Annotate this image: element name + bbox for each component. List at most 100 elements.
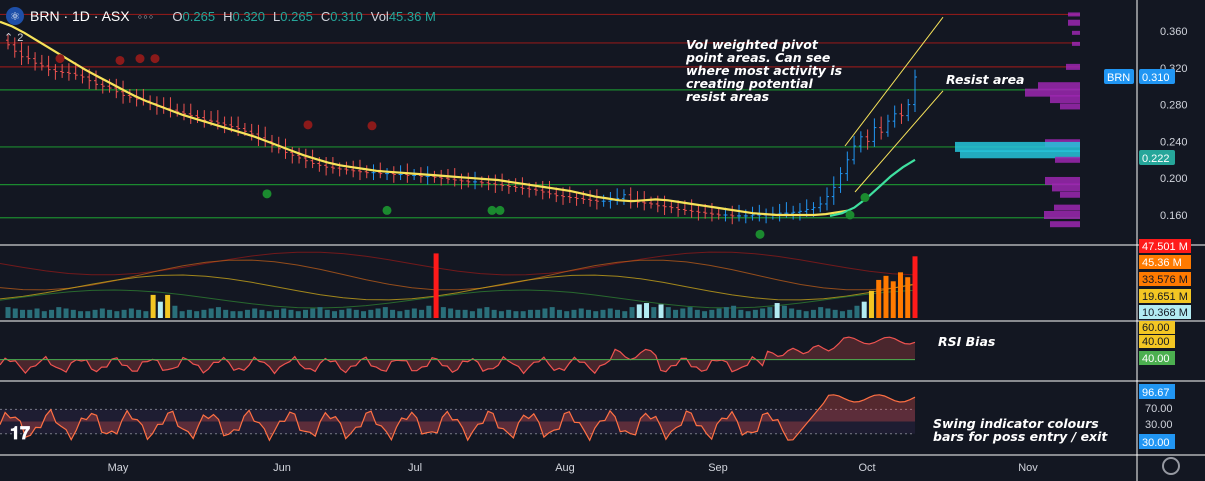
swing-dot bbox=[487, 205, 497, 215]
settings-icon[interactable] bbox=[1162, 457, 1180, 475]
rsi-fill bbox=[0, 337, 915, 374]
volume-profile-bar bbox=[1050, 221, 1080, 228]
volume-axis-label: 47.501 M bbox=[1142, 241, 1188, 253]
price-tick-label: 0.160 bbox=[1160, 210, 1188, 222]
volume-profile-bar bbox=[955, 141, 1080, 152]
swing-note-line: bars for poss entry / exit bbox=[933, 429, 1108, 444]
volume-bar bbox=[114, 311, 120, 318]
volume-bar bbox=[121, 309, 127, 318]
symbol-tag: BRN bbox=[1107, 72, 1130, 84]
volume-bar bbox=[230, 311, 236, 318]
volume-bar bbox=[861, 301, 867, 318]
volume-bar bbox=[361, 311, 367, 318]
volume-bar bbox=[571, 309, 577, 318]
swing-line bbox=[0, 394, 916, 442]
volume-bar bbox=[186, 309, 192, 318]
time-axis-label: Oct bbox=[858, 462, 875, 474]
volume-bar bbox=[107, 309, 113, 318]
volume-bar bbox=[607, 308, 613, 318]
pivot-note-line: Vol weighted pivot bbox=[686, 37, 818, 52]
volume-bar bbox=[774, 303, 780, 318]
volume-bar bbox=[527, 309, 533, 318]
volume-bar bbox=[78, 311, 84, 318]
volume-bar bbox=[687, 307, 693, 318]
volume-bar bbox=[629, 307, 635, 318]
more-options-icon[interactable]: ◦◦◦ bbox=[137, 8, 155, 24]
tradingview-logo[interactable]: 𝟏𝟕 bbox=[10, 423, 31, 443]
volume-bar bbox=[615, 309, 621, 318]
volume-bar bbox=[781, 305, 787, 318]
pivot-note-line: where most activity is bbox=[686, 63, 843, 78]
swing-dot bbox=[495, 205, 505, 215]
volume-bar bbox=[237, 311, 243, 318]
volume-bar bbox=[520, 311, 526, 318]
close-value: 0.310 bbox=[330, 8, 363, 24]
volume-bar bbox=[810, 309, 816, 318]
rsi-tag-bg bbox=[1139, 321, 1175, 334]
chart-header: ⚛ BRN · 1D · ASX ◦◦◦ O 0.265 H 0.320 L 0.26… bbox=[0, 0, 436, 32]
volume-bar bbox=[498, 311, 504, 318]
volume-profile-bar bbox=[1060, 103, 1080, 110]
volume-bar bbox=[201, 309, 207, 318]
volume-bar bbox=[564, 311, 570, 318]
rsi-note: RSI Bias bbox=[938, 334, 996, 349]
swing-axis-label: 30.00 bbox=[1142, 437, 1170, 449]
pivot-note-line: resist areas bbox=[686, 89, 770, 104]
volume-bar bbox=[832, 309, 838, 318]
volume-bar bbox=[585, 309, 591, 318]
volume-profile-bar bbox=[1072, 41, 1080, 46]
volume-bar bbox=[41, 311, 47, 318]
swing-dot bbox=[135, 54, 145, 64]
volume-bar bbox=[244, 309, 250, 318]
volume-bar bbox=[20, 309, 26, 318]
volume-profile-bar bbox=[1055, 156, 1080, 163]
volume-bar bbox=[179, 311, 185, 318]
volume-axis-tag-bg bbox=[1139, 255, 1191, 269]
volume-bar bbox=[252, 308, 258, 318]
volume-bar bbox=[890, 281, 896, 318]
ma-value-tag: 0.222 bbox=[1142, 153, 1170, 165]
volume-bar bbox=[752, 309, 758, 318]
volume-bar bbox=[34, 308, 40, 318]
volume-axis-label: 10.368 M bbox=[1142, 307, 1188, 319]
volume-bar bbox=[128, 308, 134, 318]
swing-dot bbox=[303, 120, 313, 130]
swing-tag-bg bbox=[1139, 434, 1175, 449]
volume-bar bbox=[506, 309, 512, 318]
indicators-toggle[interactable]: ⌃ 2 bbox=[4, 31, 23, 45]
volume-bar bbox=[897, 272, 903, 318]
volume-bar bbox=[136, 309, 142, 318]
volume-bar bbox=[723, 307, 729, 318]
open-label: O bbox=[172, 8, 183, 24]
swing-tag-bg bbox=[1139, 384, 1175, 399]
volume-bar bbox=[462, 309, 468, 318]
volume-bar bbox=[165, 294, 171, 318]
swing-axis-label: 96.67 bbox=[1142, 387, 1170, 399]
volume-bar bbox=[382, 307, 388, 318]
volume-bar bbox=[593, 311, 599, 318]
rsi-axis-label: 40.00 bbox=[1142, 336, 1170, 348]
volume-bar bbox=[448, 308, 454, 318]
volume-profile-bar bbox=[1072, 30, 1080, 35]
volume-bar bbox=[70, 309, 76, 318]
volume-bar bbox=[760, 308, 766, 318]
volume-profile-bar bbox=[1060, 191, 1080, 198]
volume-bar bbox=[99, 308, 105, 318]
volume-bar bbox=[375, 308, 381, 318]
symbol-title[interactable]: BRN · 1D · ASX bbox=[30, 8, 130, 24]
symbol-tag-bg bbox=[1104, 69, 1134, 84]
pivot-note-line: creating potential bbox=[686, 76, 813, 91]
price-tick-label: 0.280 bbox=[1160, 100, 1188, 112]
volume-bar bbox=[302, 309, 308, 318]
volume-profile-bar bbox=[1050, 95, 1080, 104]
volume-bar bbox=[818, 307, 824, 318]
volume-bar bbox=[56, 307, 62, 318]
volume-bar bbox=[847, 309, 853, 318]
volume-axis-label: 33.576 M bbox=[1142, 274, 1188, 286]
swing-band bbox=[0, 409, 915, 434]
volume-profile-bar bbox=[1038, 82, 1080, 91]
low-value: 0.265 bbox=[280, 8, 313, 24]
volume-bar bbox=[288, 309, 294, 318]
volume-profile-bar bbox=[1025, 88, 1080, 97]
